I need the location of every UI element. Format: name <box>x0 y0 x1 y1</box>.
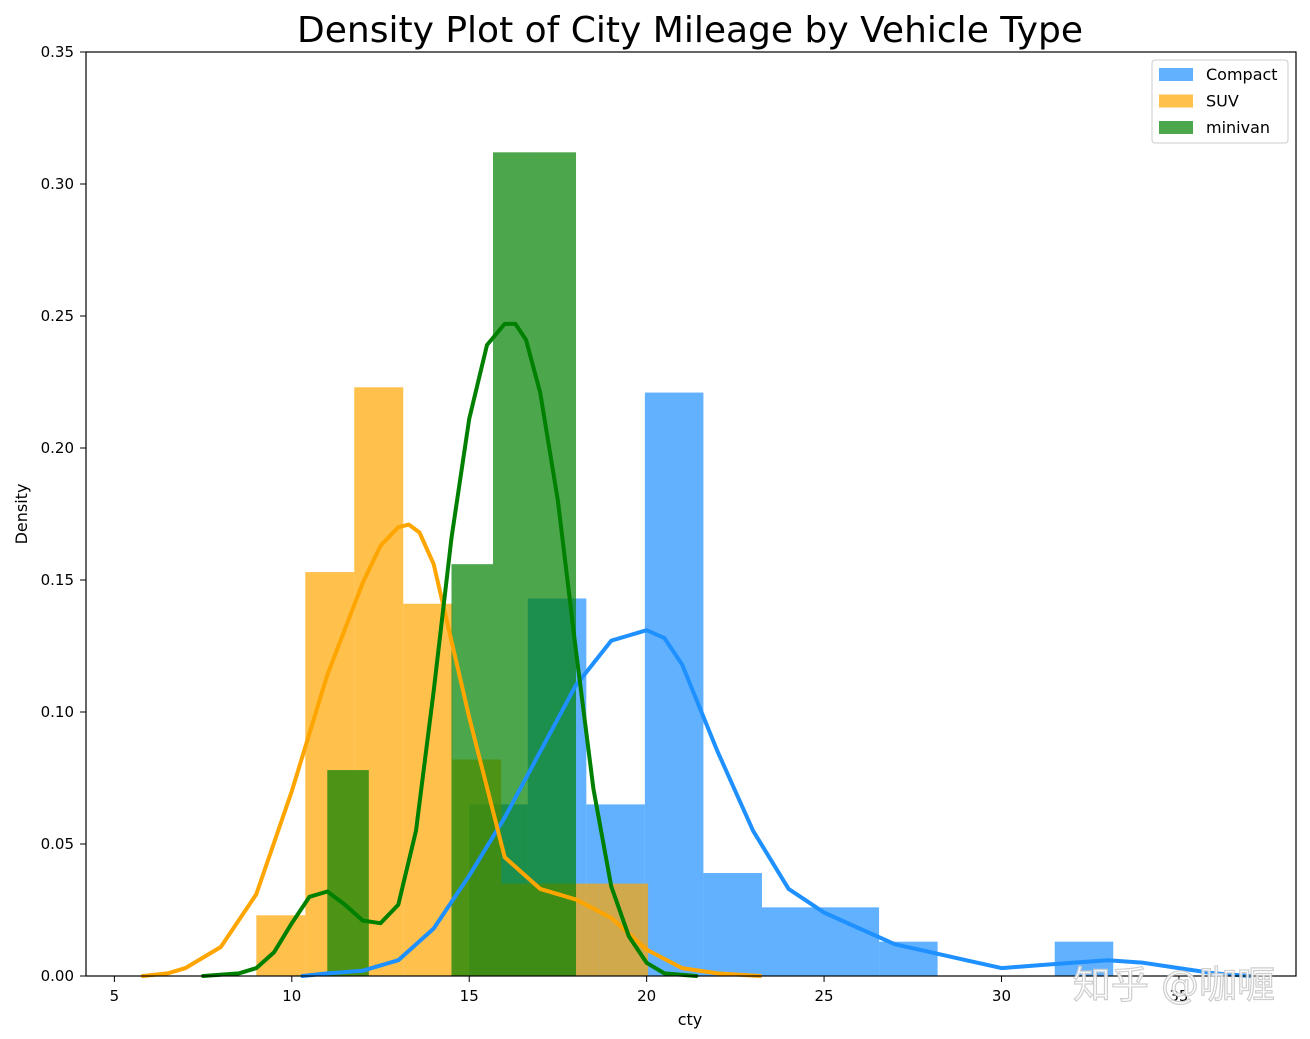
y-tick-label: 0.30 <box>41 175 74 193</box>
kde-line-compact <box>300 628 1252 978</box>
hist-bar <box>820 907 880 976</box>
legend-label-suv: SUV <box>1206 92 1239 111</box>
hist-bar <box>534 152 577 976</box>
legend-label-minivan: minivan <box>1206 118 1270 137</box>
hist-series-minivan <box>327 152 577 976</box>
x-tick-label: 25 <box>815 987 834 1005</box>
hist-bar <box>493 152 535 976</box>
hist-bar <box>703 873 762 976</box>
y-tick-label: 0.10 <box>41 703 74 721</box>
y-tick-label: 0.20 <box>41 439 74 457</box>
x-tick-label: 35 <box>1169 987 1188 1005</box>
hist-bar <box>451 564 493 976</box>
hist-bar <box>327 770 369 976</box>
hist-bar <box>403 603 453 976</box>
kde-layer <box>140 321 1252 978</box>
hist-bar <box>761 907 821 976</box>
y-axis: 0.00 0.05 0.10 0.15 0.20 0.25 0.30 0.35 <box>41 43 86 985</box>
legend-label-compact: Compact <box>1206 65 1278 84</box>
x-axis-label: cty <box>678 1010 703 1029</box>
legend-swatch-minivan <box>1159 121 1193 134</box>
y-tick-label: 0.35 <box>41 43 74 61</box>
hist-bar <box>644 392 704 976</box>
y-axis-label: Density <box>12 484 31 545</box>
x-tick-label: 5 <box>110 987 120 1005</box>
hist-bar <box>256 915 306 976</box>
histogram-layer <box>256 152 1114 976</box>
x-axis: 5 10 15 20 25 30 35 <box>110 976 1188 1005</box>
y-tick-label: 0.15 <box>41 571 74 589</box>
x-tick-label: 15 <box>460 987 479 1005</box>
kde-line-minivan <box>201 321 699 978</box>
y-tick-label: 0.05 <box>41 835 74 853</box>
watermark-text: 知乎 @咖喱 <box>1073 963 1275 1007</box>
legend: Compact SUV minivan <box>1151 59 1289 144</box>
legend-swatch-suv <box>1159 94 1193 108</box>
y-tick-label: 0.25 <box>41 307 74 325</box>
x-tick-label: 10 <box>282 987 301 1005</box>
y-tick-label: 0.00 <box>41 967 74 985</box>
chart-title: Density Plot of City Mileage by Vehicle … <box>297 10 1083 51</box>
legend-swatch-compact <box>1159 68 1193 81</box>
x-tick-label: 30 <box>992 987 1011 1005</box>
plot-frame <box>85 51 1297 977</box>
x-tick-label: 20 <box>637 987 656 1005</box>
